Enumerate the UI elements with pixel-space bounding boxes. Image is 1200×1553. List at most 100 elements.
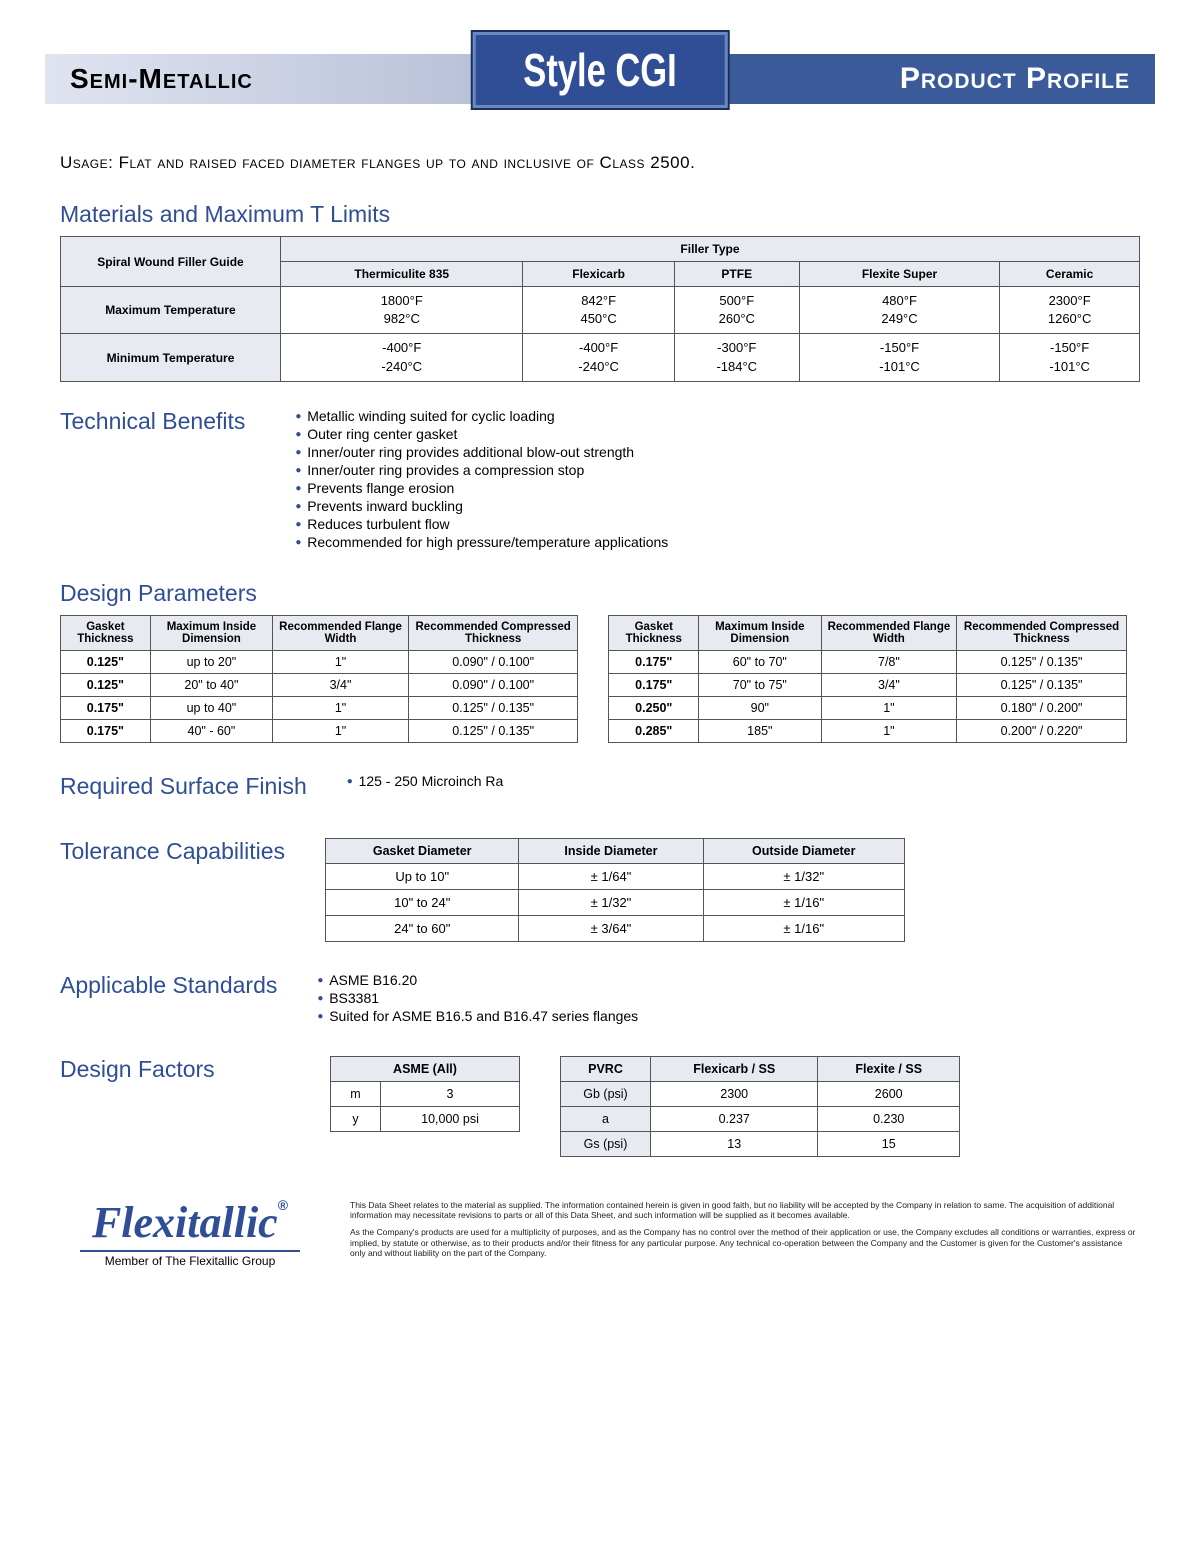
design-header: Recommended Flange Width (273, 615, 409, 650)
materials-cell: 1800°F982°C (281, 287, 523, 334)
tolerance-cell: ± 1/64" (519, 863, 703, 889)
tolerance-header: Outside Diameter (703, 838, 905, 863)
benefits-title: Technical Benefits (60, 408, 245, 544)
logo-name: Flexitallic (92, 1198, 278, 1247)
design-cell: 60" to 70" (699, 650, 821, 673)
design-cell: 0.125" (61, 673, 151, 696)
pvrc-cell: 2300 (651, 1081, 818, 1106)
design-cell: 0.175" (61, 696, 151, 719)
factors-section: Design Factors ASME (All)m3y10,000 psi P… (60, 1056, 1140, 1157)
pvrc-cell: Gb (psi) (561, 1081, 651, 1106)
disclaimer-1: This Data Sheet relates to the material … (350, 1200, 1140, 1221)
design-cell: up to 40" (150, 696, 272, 719)
design-cell: 1" (821, 696, 957, 719)
materials-cell: 842°F450°C (523, 287, 674, 334)
filler-column-header: Flexite Super (799, 262, 999, 287)
asme-cell: m (331, 1081, 381, 1106)
benefit-item: Outer ring center gasket (295, 426, 668, 442)
pvrc-cell: 15 (818, 1131, 960, 1156)
surface-title: Required Surface Finish (60, 773, 307, 800)
tolerance-cell: ± 1/16" (703, 889, 905, 915)
design-cell: 0.285" (609, 719, 699, 742)
usage-label: Usage: (60, 153, 113, 172)
logo-text: Flexitallic® (60, 1197, 320, 1248)
asme-header: ASME (All) (331, 1056, 520, 1081)
design-cell: 0.180" / 0.200" (957, 696, 1126, 719)
usage-line: Usage: Flat and raised faced diameter fl… (60, 153, 1140, 173)
design-table-left: Gasket ThicknessMaximum Inside Dimension… (60, 615, 578, 743)
design-header: Maximum Inside Dimension (150, 615, 272, 650)
title-box: Style CGI (473, 32, 728, 108)
benefits-row: Technical Benefits Metallic winding suit… (60, 408, 1140, 552)
materials-cell: 480°F249°C (799, 287, 999, 334)
title-text: Style CGI (523, 43, 676, 97)
materials-cell: 500°F260°C (674, 287, 799, 334)
pvrc-cell: 0.230 (818, 1106, 960, 1131)
filler-column-header: Flexicarb (523, 262, 674, 287)
design-cell: 1" (821, 719, 957, 742)
disclaimer-2: As the Company's products are used for a… (350, 1227, 1140, 1259)
standards-list: ASME B16.20BS3381Suited for ASME B16.5 a… (317, 972, 638, 1026)
design-cell: 90" (699, 696, 821, 719)
pvrc-cell: a (561, 1106, 651, 1131)
tolerance-cell: ± 1/32" (519, 889, 703, 915)
tolerance-header: Inside Diameter (519, 838, 703, 863)
design-cell: 0.175" (609, 673, 699, 696)
benefit-item: Reduces turbulent flow (295, 516, 668, 532)
materials-cell: -150°F-101°C (799, 334, 999, 381)
design-cell: up to 20" (150, 650, 272, 673)
materials-title: Materials and Maximum T Limits (60, 201, 1140, 228)
materials-cell: -400°F-240°C (523, 334, 674, 381)
design-cell: 0.125" / 0.135" (957, 650, 1126, 673)
benefit-item: Inner/outer ring provides a compression … (295, 462, 668, 478)
materials-table: Spiral Wound Filler Guide Filler Type Th… (60, 236, 1140, 382)
pvrc-cell: 2600 (818, 1081, 960, 1106)
design-title: Design Parameters (60, 580, 1140, 607)
design-cell: 1" (273, 696, 409, 719)
design-header: Maximum Inside Dimension (699, 615, 821, 650)
design-tables: Gasket ThicknessMaximum Inside Dimension… (60, 615, 1140, 743)
tolerance-cell: ± 3/64" (519, 915, 703, 941)
design-cell: 7/8" (821, 650, 957, 673)
design-cell: 185" (699, 719, 821, 742)
tolerance-section: Tolerance Capabilities Gasket DiameterIn… (60, 838, 1140, 942)
tolerance-cell: ± 1/32" (703, 863, 905, 889)
filler-column-header: PTFE (674, 262, 799, 287)
standard-item: ASME B16.20 (317, 972, 638, 988)
header-band: Semi-Metallic Product Profile Style CGI (60, 40, 1140, 118)
design-header: Gasket Thickness (61, 615, 151, 650)
surface-item: 125 - 250 Microinch Ra (347, 773, 504, 789)
tolerance-cell: 24" to 60" (326, 915, 519, 941)
design-cell: 3/4" (821, 673, 957, 696)
tolerance-header: Gasket Diameter (326, 838, 519, 863)
materials-row-label: Maximum Temperature (61, 287, 281, 334)
tolerance-cell: Up to 10" (326, 863, 519, 889)
benefit-item: Prevents flange erosion (295, 480, 668, 496)
benefit-item: Inner/outer ring provides additional blo… (295, 444, 668, 460)
logo-reg: ® (278, 1197, 288, 1213)
pvrc-header: PVRC (561, 1056, 651, 1081)
design-cell: 0.175" (609, 650, 699, 673)
footer: Flexitallic® Member of The Flexitallic G… (60, 1197, 1140, 1268)
design-cell: 0.125" / 0.135" (408, 719, 577, 742)
design-cell: 1" (273, 650, 409, 673)
pvrc-cell: Gs (psi) (561, 1131, 651, 1156)
logo-sub: Member of The Flexitallic Group (60, 1254, 320, 1268)
asme-cell: 3 (381, 1081, 520, 1106)
design-cell: 0.125" / 0.135" (408, 696, 577, 719)
design-header: Recommended Compressed Thickness (408, 615, 577, 650)
asme-cell: 10,000 psi (381, 1106, 520, 1131)
design-cell: 0.125" (61, 650, 151, 673)
design-header: Recommended Flange Width (821, 615, 957, 650)
materials-cell: -150°F-101°C (1000, 334, 1140, 381)
design-cell: 0.175" (61, 719, 151, 742)
design-cell: 0.090" / 0.100" (408, 673, 577, 696)
tolerance-cell: ± 1/16" (703, 915, 905, 941)
design-cell: 20" to 40" (150, 673, 272, 696)
surface-list: 125 - 250 Microinch Ra (347, 773, 504, 791)
benefit-item: Prevents inward buckling (295, 498, 668, 514)
filler-column-header: Thermiculite 835 (281, 262, 523, 287)
logo-block: Flexitallic® Member of The Flexitallic G… (60, 1197, 320, 1268)
standards-section: Applicable Standards ASME B16.20BS3381Su… (60, 972, 1140, 1026)
surface-section: Required Surface Finish 125 - 250 Microi… (60, 773, 1140, 808)
